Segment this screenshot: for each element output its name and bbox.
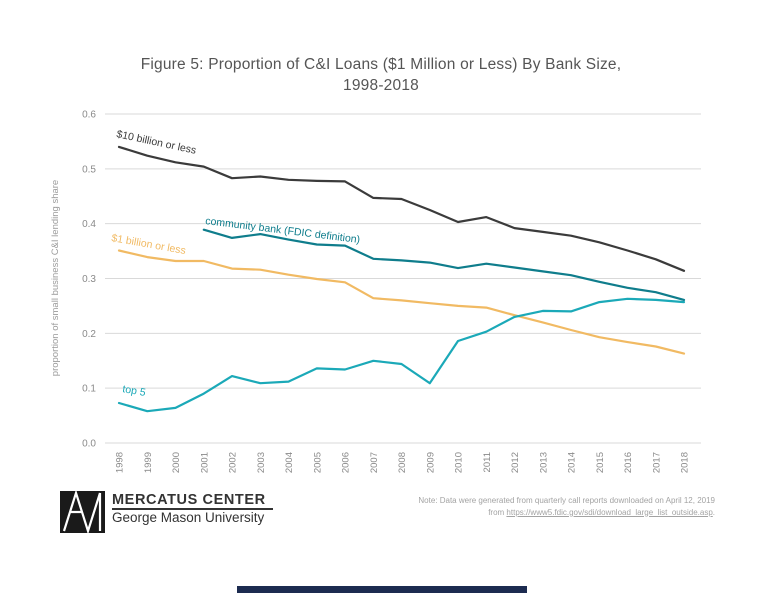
x-tick-label: 2001 [199,452,210,473]
y-tick-label: 0.4 [82,219,96,230]
x-tick-label: 2003 [256,452,267,473]
y-tick-label: 0.6 [82,110,96,121]
source-note-period: . [712,507,715,517]
series-line-10-billion-or-less [117,145,686,272]
series-label-community-bank-fdic-definition: community bank (FDIC definition) [205,215,361,246]
chart-title: Figure 5: Proportion of C&I Loans ($1 Mi… [0,54,762,96]
x-tick-label: 1998 [115,452,126,473]
logo-title: MERCATUS CENTER [112,492,266,508]
x-tick-label: 2018 [680,452,691,473]
y-tick-label: 0.2 [82,329,96,340]
y-tick-label: 0.0 [82,439,96,450]
series-line-community-bank-fdic-definition [202,228,686,301]
chart-title-line2: 1998-2018 [343,77,419,94]
x-tick-label: 2011 [482,452,493,472]
series-label-1-billion-or-less: $1 billion or less [110,232,186,257]
bottom-bar [237,586,527,593]
x-tick-label: 2017 [651,452,662,473]
x-tick-label: 2004 [284,452,295,473]
logo-divider [112,508,273,510]
x-tick-label: 2006 [341,452,352,473]
series-label-10-billion-or-less: $10 billion or less [115,128,197,157]
x-tick-label: 2000 [171,452,182,473]
series-line-1-billion-or-less [117,249,686,355]
chart-title-line1: Figure 5: Proportion of C&I Loans ($1 Mi… [140,56,622,73]
source-note: Note: Data were generated from quarterly… [418,495,715,518]
source-note-line2: from https://www5.fdic.gov/sdi/download_… [418,507,715,519]
x-tick-label: 2012 [510,452,521,473]
y-axis-title: proportion of small business C&I lending… [50,180,61,376]
y-tick-label: 0.5 [82,164,96,175]
series-line-top-5 [117,297,686,413]
source-note-link[interactable]: https://www5.fdic.gov/sdi/download_large… [506,507,713,517]
x-tick-label: 2016 [623,452,634,473]
x-tick-label: 2009 [425,452,436,473]
logo-subtitle: George Mason University [112,510,265,525]
x-tick-label: 2002 [228,452,239,473]
y-tick-label: 0.1 [82,384,96,395]
x-tick-label: 2007 [369,452,380,473]
source-note-line1: Note: Data were generated from quarterly… [418,496,715,505]
x-tick-label: 2008 [397,452,408,473]
x-tick-label: 2005 [312,452,323,473]
x-tick-label: 2013 [538,452,549,473]
x-tick-label: 1999 [143,452,154,473]
x-tick-label: 2015 [595,452,606,473]
mercatus-logo-icon [60,491,105,533]
logo-mountains [62,491,102,533]
x-tick-label: 2010 [454,452,465,473]
y-tick-label: 0.3 [82,274,96,285]
series-label-top-5: top 5 [121,383,146,399]
x-tick-label: 2014 [567,452,578,473]
source-note-from: from [488,507,507,517]
